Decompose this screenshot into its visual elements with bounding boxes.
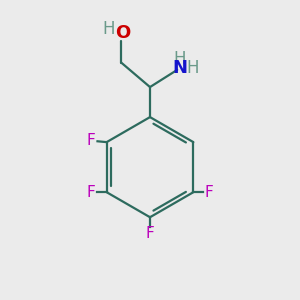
- Text: H: H: [187, 59, 199, 77]
- Text: F: F: [86, 133, 95, 148]
- Text: F: F: [146, 226, 154, 241]
- Text: F: F: [86, 185, 95, 200]
- Text: H: H: [174, 50, 186, 68]
- Text: N: N: [172, 59, 188, 77]
- Text: F: F: [205, 185, 214, 200]
- Text: H: H: [102, 20, 115, 38]
- Text: O: O: [115, 24, 130, 42]
